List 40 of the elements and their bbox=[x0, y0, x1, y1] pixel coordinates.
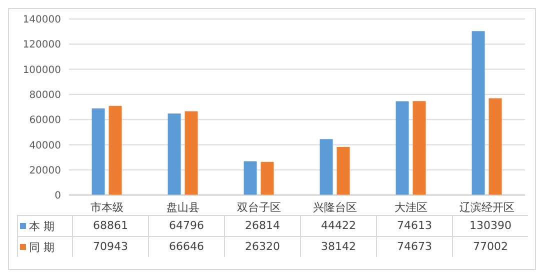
legend-label: 本 期 bbox=[29, 218, 54, 234]
y-tick-label: 0 bbox=[54, 190, 61, 202]
x-tick-label: 兴隆台区 bbox=[313, 200, 357, 214]
bar bbox=[168, 114, 181, 195]
data-label: 68861 bbox=[72, 216, 148, 236]
x-tick-label: 辽滨经开区 bbox=[460, 200, 514, 214]
y-tick-label: 20000 bbox=[29, 165, 61, 176]
data-label: 74673 bbox=[376, 237, 452, 257]
x-tick-label: 市本级 bbox=[90, 200, 124, 214]
x-tick-label: 大洼区 bbox=[394, 200, 428, 214]
x-tick-label: 双台子区 bbox=[237, 200, 281, 214]
bar bbox=[472, 31, 485, 195]
data-label: 66646 bbox=[148, 237, 224, 257]
bar bbox=[184, 111, 198, 195]
bar bbox=[320, 139, 333, 195]
y-tick-label: 120000 bbox=[22, 40, 61, 51]
bar bbox=[244, 161, 257, 195]
y-tick-label: 100000 bbox=[22, 64, 61, 76]
bar bbox=[108, 106, 122, 195]
data-label: 26814 bbox=[224, 216, 300, 236]
data-label: 70943 bbox=[72, 237, 148, 257]
y-tick-label: 60000 bbox=[29, 115, 61, 126]
y-tick-label: 140000 bbox=[22, 14, 61, 26]
data-label: 26320 bbox=[224, 237, 300, 257]
bar bbox=[488, 98, 502, 195]
data-label: 44422 bbox=[300, 216, 376, 236]
data-label: 130390 bbox=[452, 216, 528, 236]
x-tick-label: 盘山县 bbox=[166, 200, 200, 214]
bar bbox=[336, 147, 350, 195]
data-label: 74613 bbox=[376, 216, 452, 236]
legend-label: 同 期 bbox=[29, 240, 54, 254]
bar bbox=[92, 108, 105, 195]
bar bbox=[412, 101, 426, 195]
bar bbox=[260, 162, 274, 195]
data-label: 77002 bbox=[452, 237, 528, 257]
bar bbox=[396, 101, 409, 195]
data-label: 38142 bbox=[300, 237, 376, 257]
data-label: 64796 bbox=[148, 216, 224, 236]
y-tick-label: 40000 bbox=[29, 140, 61, 152]
y-tick-label: 80000 bbox=[29, 90, 61, 101]
